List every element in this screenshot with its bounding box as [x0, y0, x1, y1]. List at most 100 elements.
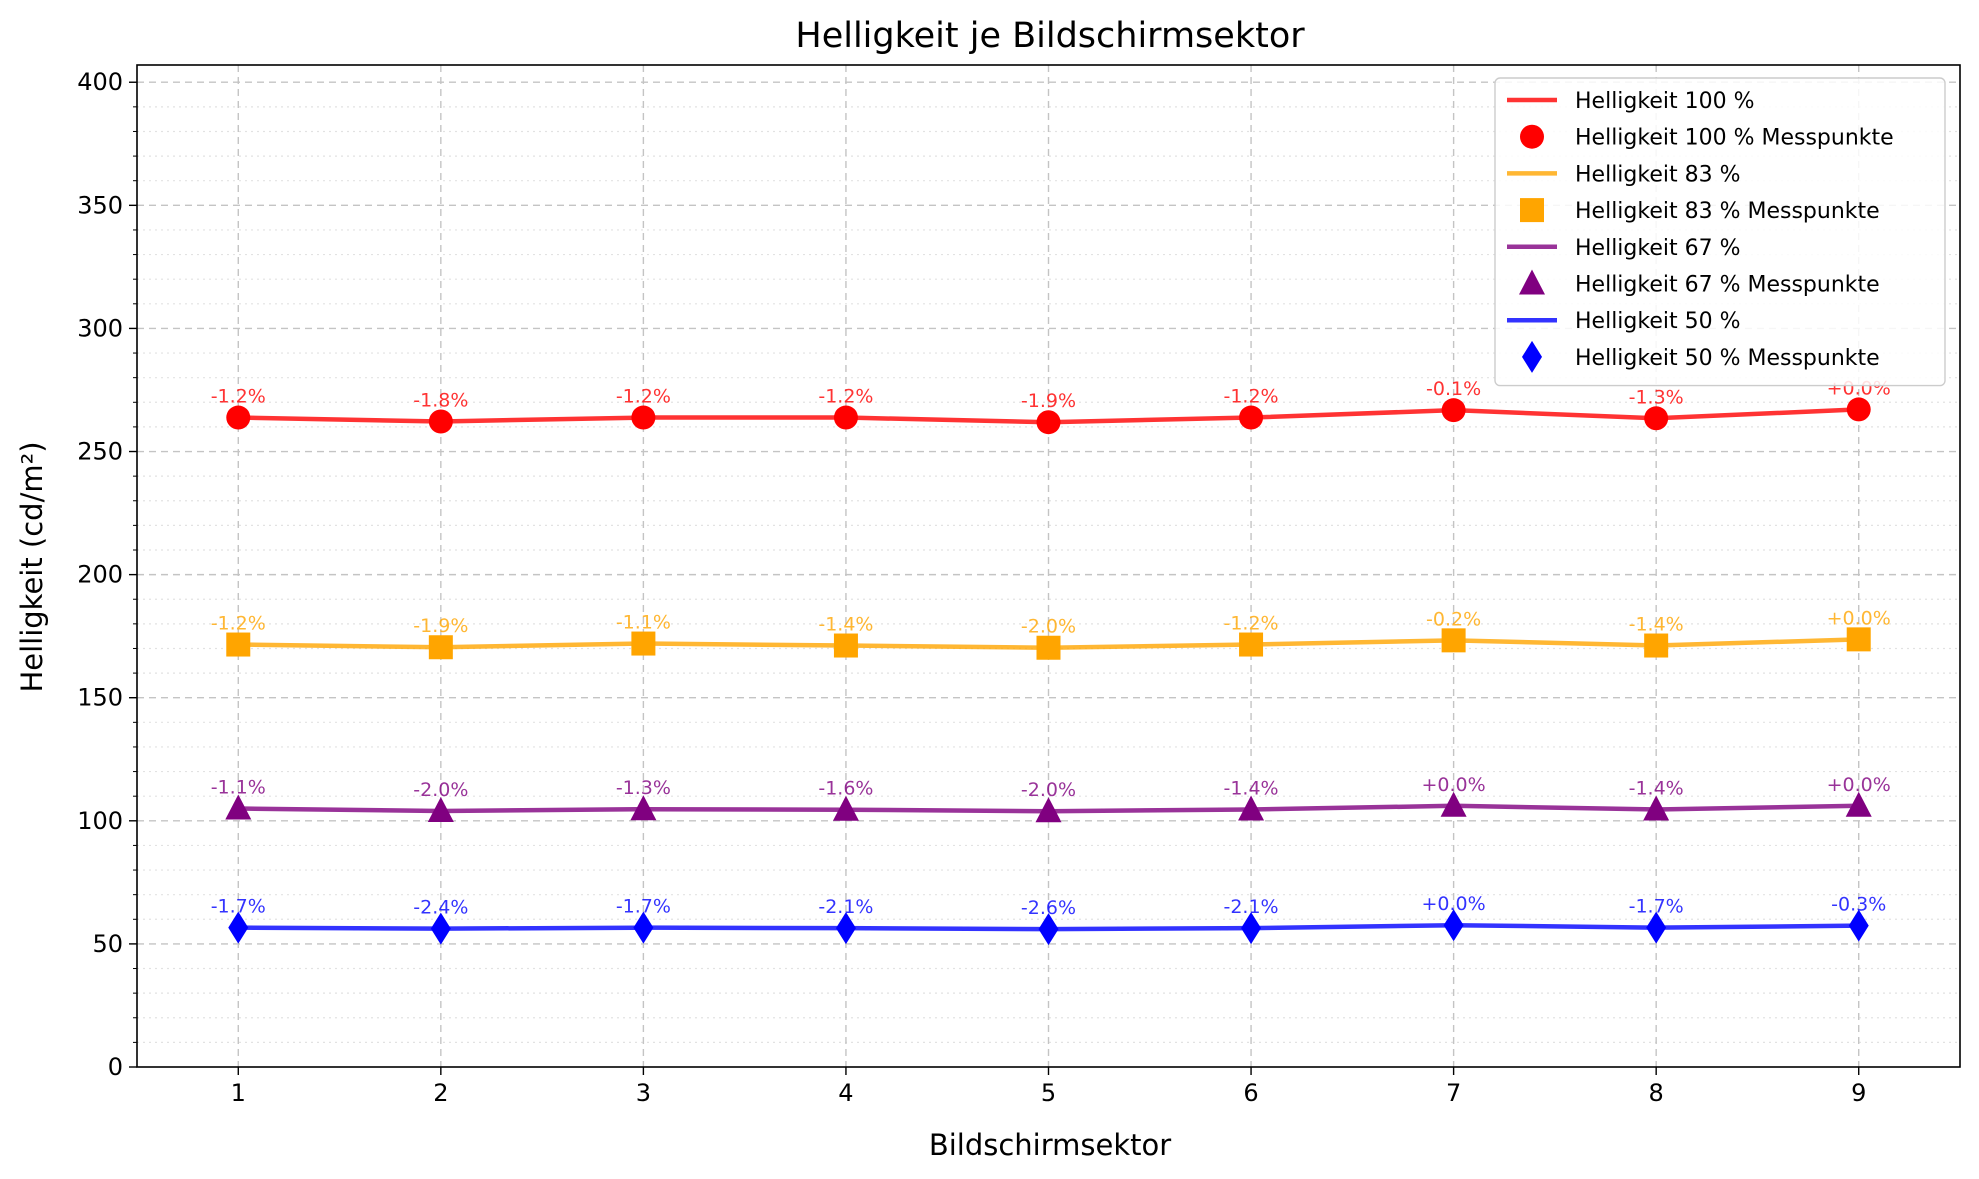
chart-title: Helligkeit je Bildschirmsektor	[795, 16, 1305, 56]
legend-entry: Helligkeit 83 %	[1575, 162, 1741, 187]
data-point	[1239, 632, 1264, 657]
data-point	[430, 912, 451, 945]
data-label: -1.4%	[1629, 614, 1684, 636]
data-label: -2.0%	[413, 779, 468, 801]
data-point	[1441, 398, 1466, 423]
data-label: -1.3%	[1629, 386, 1684, 408]
series-layer: -1.2% -1.8% -1.2% -1.2% -1.9% -1.2% -0.1% -1.3%…	[211, 377, 1891, 946]
y-tick-label: 350	[77, 191, 123, 219]
data-label: -1.4%	[818, 614, 873, 636]
y-tick-label: 150	[77, 684, 123, 712]
x-tick-label: 5	[1041, 1079, 1056, 1107]
data-label: -1.7%	[211, 896, 266, 918]
data-label: +0.0%	[1422, 893, 1486, 915]
data-label: -1.9%	[1021, 390, 1076, 412]
x-tick-label: 4	[838, 1079, 853, 1107]
data-point	[1239, 405, 1264, 430]
data-point	[631, 405, 656, 430]
legend: Helligkeit 100 % Helligkeit 100 % Messpun…	[1494, 77, 1946, 387]
y-tick-label: 200	[77, 561, 123, 589]
data-label: -1.8%	[413, 389, 468, 411]
legend-entry: Helligkeit 50 % Messpunkte	[1575, 346, 1880, 371]
data-point	[226, 632, 251, 657]
y-axis-label: Helligkeit (cd/m²)	[15, 441, 49, 692]
data-label: -1.7%	[616, 896, 671, 918]
data-label: -1.3%	[616, 777, 671, 799]
legend-marker-swatch	[1520, 124, 1544, 149]
y-tick-label: 50	[92, 930, 123, 958]
data-label: -0.2%	[1426, 608, 1481, 630]
x-tick-label: 1	[231, 1079, 246, 1107]
data-label: -1.4%	[1223, 777, 1278, 799]
y-tick-label: 300	[77, 314, 123, 342]
data-point	[1646, 911, 1667, 944]
legend-marker-swatch	[1519, 269, 1545, 295]
data-label: -1.6%	[818, 778, 873, 800]
legend-marker-swatch	[1520, 198, 1544, 223]
series-3: -1.1% -2.0% -1.3% -1.6% -2.0% -1.4% +0.0% -1.4%…	[211, 774, 1891, 823]
legend-marker-swatch	[1522, 340, 1542, 373]
y-tick-label: 250	[77, 438, 123, 466]
data-point	[228, 911, 249, 944]
x-axis-label: Bildschirmsektor	[929, 1128, 1171, 1162]
data-point	[630, 795, 657, 821]
legend-entry: Helligkeit 100 %	[1575, 89, 1755, 114]
data-point	[226, 405, 251, 430]
data-point	[1035, 797, 1062, 823]
data-point	[1038, 913, 1059, 946]
data-point	[1644, 406, 1669, 431]
y-tick-label: 100	[77, 807, 123, 835]
series-4: -1.7% -2.4% -1.7% -2.1% -2.6% -2.1% +0.0% -1.7%…	[211, 893, 1886, 946]
data-label: -2.0%	[1021, 616, 1076, 638]
y-tick-label: 0	[108, 1053, 123, 1081]
data-label: -1.1%	[211, 776, 266, 798]
data-point	[428, 409, 453, 434]
data-label: -2.0%	[1021, 779, 1076, 801]
x-tick-label: 9	[1851, 1079, 1866, 1107]
y-tick-label: 400	[77, 68, 123, 96]
x-tick-label: 2	[433, 1079, 448, 1107]
data-point	[1845, 791, 1872, 817]
data-point	[1846, 627, 1871, 652]
data-label: +0.0%	[1422, 774, 1486, 796]
data-point	[1440, 791, 1467, 817]
data-point	[428, 635, 453, 660]
data-label: -1.2%	[616, 386, 671, 408]
data-point	[633, 911, 654, 944]
data-point	[833, 633, 858, 658]
data-label: +0.0%	[1827, 607, 1891, 629]
data-point	[1238, 795, 1265, 821]
data-label: -1.4%	[1629, 777, 1684, 799]
x-tick-label: 7	[1446, 1079, 1461, 1107]
data-point	[835, 912, 856, 945]
data-point	[1441, 628, 1466, 653]
data-point	[225, 794, 252, 820]
legend-entry: Helligkeit 100 % Messpunkte	[1575, 126, 1894, 151]
data-label: -2.1%	[818, 896, 873, 918]
data-point	[427, 796, 454, 822]
data-point	[631, 631, 656, 656]
x-tick-label: 8	[1649, 1079, 1664, 1107]
data-label: -1.7%	[1629, 896, 1684, 918]
data-label: -0.3%	[1831, 894, 1886, 916]
data-point	[1443, 909, 1464, 942]
axes: 0 50 100 150 200 250 300 350 400 1 2 3 4 5 6 7 8 9	[77, 64, 1961, 1107]
data-label: -2.1%	[1223, 896, 1278, 918]
data-label: -1.2%	[211, 386, 266, 408]
legend-box	[1494, 77, 1946, 387]
legend-entry: Helligkeit 50 %	[1575, 309, 1741, 334]
legend-entry: Helligkeit 67 % Messpunkte	[1575, 273, 1880, 298]
data-label: -0.1%	[1426, 378, 1481, 400]
data-point	[1241, 912, 1262, 945]
data-point	[1036, 635, 1061, 660]
data-point	[832, 795, 859, 821]
data-label: -1.9%	[413, 615, 468, 637]
data-label: -1.1%	[616, 612, 671, 634]
data-point	[1644, 633, 1669, 658]
data-label: +0.0%	[1827, 774, 1891, 796]
data-point	[833, 405, 858, 430]
series-1: -1.2% -1.8% -1.2% -1.2% -1.9% -1.2% -0.1% -1.3%…	[211, 377, 1891, 435]
data-point	[1643, 795, 1670, 821]
legend-entry: Helligkeit 83 % Messpunkte	[1575, 199, 1880, 224]
